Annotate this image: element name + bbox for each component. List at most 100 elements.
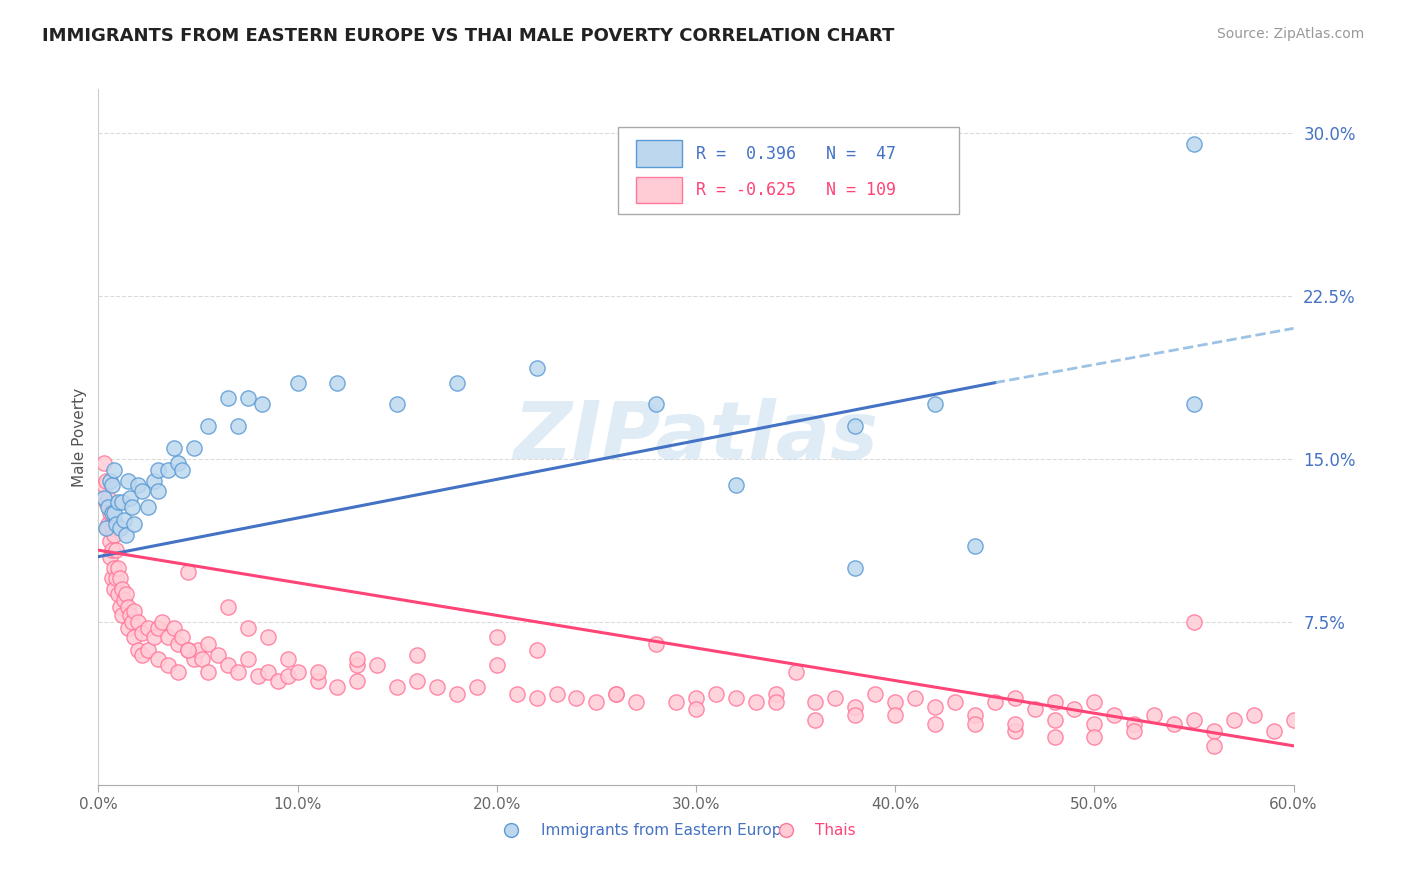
Point <box>326 376 349 390</box>
Point <box>112 593 135 607</box>
Point <box>844 699 866 714</box>
Point <box>111 582 134 597</box>
Point <box>148 621 170 635</box>
Point <box>526 643 548 657</box>
Point <box>1182 136 1205 151</box>
Point <box>645 637 668 651</box>
Point <box>143 474 166 488</box>
Point <box>804 695 827 709</box>
Point <box>1043 713 1066 727</box>
Point <box>326 680 349 694</box>
Point <box>1123 717 1146 731</box>
Point <box>565 690 588 705</box>
Point <box>943 695 966 709</box>
Point <box>924 717 946 731</box>
Point <box>157 658 180 673</box>
Point <box>765 687 787 701</box>
Point <box>93 456 115 470</box>
FancyBboxPatch shape <box>619 128 959 214</box>
Point <box>1282 713 1305 727</box>
Point <box>124 604 146 618</box>
Point <box>785 665 807 679</box>
Point <box>526 360 548 375</box>
Point <box>1123 723 1146 738</box>
Point <box>187 643 209 657</box>
Point <box>98 506 122 520</box>
Point <box>217 391 239 405</box>
Point <box>465 680 488 694</box>
Point <box>98 549 122 564</box>
Point <box>97 491 120 505</box>
Point <box>446 376 468 390</box>
Point <box>1243 708 1265 723</box>
Point <box>963 708 986 723</box>
Point <box>136 643 159 657</box>
Point <box>1083 717 1105 731</box>
Point <box>704 687 727 701</box>
Point <box>546 687 568 701</box>
Point <box>287 665 309 679</box>
Point <box>256 665 278 679</box>
Point <box>585 695 607 709</box>
Point <box>148 484 170 499</box>
Text: R =  0.396   N =  47: R = 0.396 N = 47 <box>696 145 896 162</box>
Point <box>526 690 548 705</box>
Point <box>131 625 153 640</box>
Point <box>1182 397 1205 411</box>
Point <box>385 397 409 411</box>
Point <box>136 621 159 635</box>
Bar <box>637 177 682 203</box>
Point <box>1004 690 1026 705</box>
Point <box>103 560 125 574</box>
Point <box>446 687 468 701</box>
Point <box>103 528 125 542</box>
Point <box>177 643 200 657</box>
Point <box>645 397 668 411</box>
Text: Immigrants from Eastern Europe: Immigrants from Eastern Europe <box>541 822 790 838</box>
Point <box>277 652 299 666</box>
Point <box>1182 713 1205 727</box>
Point <box>103 463 125 477</box>
Point <box>236 652 259 666</box>
Point <box>110 571 132 585</box>
Point <box>267 673 290 688</box>
Point <box>605 687 627 701</box>
Point <box>121 500 143 514</box>
Point <box>127 478 149 492</box>
Point <box>197 419 219 434</box>
Point <box>250 397 273 411</box>
Point <box>1043 695 1066 709</box>
Point <box>167 665 190 679</box>
Text: Thais: Thais <box>815 822 856 838</box>
Point <box>101 571 124 585</box>
Point <box>963 717 986 731</box>
Point <box>101 543 124 558</box>
Point <box>120 608 142 623</box>
Point <box>117 621 139 635</box>
Point <box>96 521 118 535</box>
Point <box>124 630 146 644</box>
Point <box>98 474 122 488</box>
Point <box>904 690 927 705</box>
Point <box>1143 708 1166 723</box>
Point <box>183 441 205 455</box>
Point <box>1024 702 1046 716</box>
Point <box>163 441 186 455</box>
Point <box>183 652 205 666</box>
Point <box>307 673 329 688</box>
Point <box>96 495 118 509</box>
Point <box>93 478 115 492</box>
Point <box>385 680 409 694</box>
Point <box>110 521 132 535</box>
Point <box>97 516 120 531</box>
Point <box>865 687 887 701</box>
Point <box>163 621 186 635</box>
Point <box>148 652 170 666</box>
Point <box>97 500 120 514</box>
Point <box>131 648 153 662</box>
Point <box>844 708 866 723</box>
Point <box>107 560 129 574</box>
Point <box>745 695 768 709</box>
Point <box>765 695 787 709</box>
Point <box>197 637 219 651</box>
